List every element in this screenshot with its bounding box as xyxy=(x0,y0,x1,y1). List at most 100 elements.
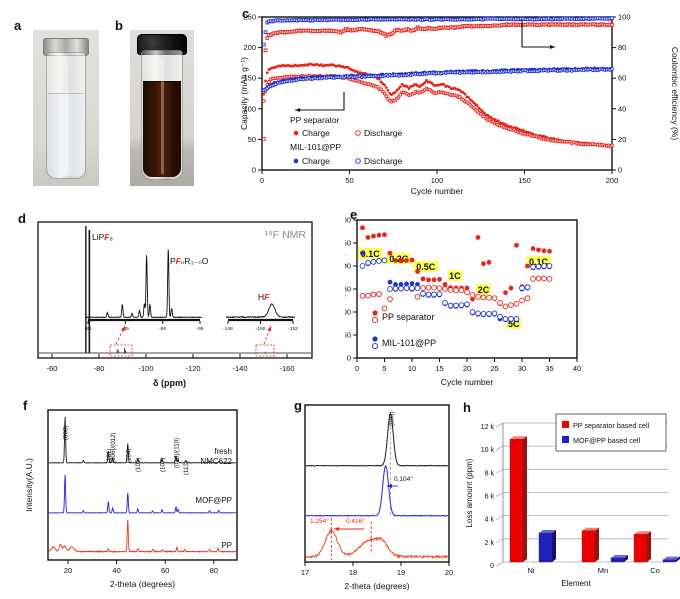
chart-nmr-spectrum: -60 -80 -100 -120 -140 -160 δ (ppm) ¹⁹F NMR LiPF… xyxy=(37,221,313,388)
data-point xyxy=(475,310,481,317)
annotation-arrow-head xyxy=(295,108,300,112)
series-4 xyxy=(261,22,614,141)
data-point xyxy=(458,302,465,308)
tick-label: -90 xyxy=(159,326,166,332)
data-point xyxy=(431,291,437,298)
chart-xrd-patterns: 20 40 60 80 2-theta (degrees) Intensity(A.U.)… xyxy=(24,409,238,589)
grid-slash xyxy=(495,445,504,451)
data-point xyxy=(365,235,371,240)
grid-slash xyxy=(495,422,504,428)
xrd-zoom-trace-2 xyxy=(305,528,449,560)
bar-top xyxy=(582,527,599,531)
panel-label-h: h xyxy=(463,400,471,415)
data-point xyxy=(404,258,409,263)
tick-label: -60 xyxy=(47,364,58,373)
data-point xyxy=(519,297,525,304)
rate-label-highlight xyxy=(526,255,551,267)
rate-label-highlight xyxy=(357,248,383,260)
tick-label: 18 xyxy=(349,568,357,577)
tick-label: -152 xyxy=(288,326,298,332)
legend-discharge-label: Discharge xyxy=(364,128,403,138)
bar-side xyxy=(595,527,599,562)
data-point xyxy=(386,88,390,92)
data-point xyxy=(475,293,481,300)
data-point xyxy=(442,299,448,306)
tick-label: -120 xyxy=(185,364,200,373)
zoom-box-2 xyxy=(255,344,275,357)
data-point xyxy=(442,286,448,292)
data-point xyxy=(453,302,459,309)
bar-side xyxy=(647,531,651,562)
grid-slash xyxy=(495,492,504,497)
trace-name-label: PP xyxy=(221,541,232,550)
bar-side xyxy=(552,530,556,562)
inset2-spectrum xyxy=(225,303,296,319)
data-point xyxy=(261,99,266,103)
chart-metal-loss-bars: 0 2 k 4 k 6 k 8 k 10 k 12 k Loss amount (ppm) Ni… xyxy=(465,413,680,588)
data-point xyxy=(513,316,520,322)
data-point xyxy=(447,302,454,309)
data-point xyxy=(610,22,614,27)
data-point xyxy=(371,316,379,324)
pfnr-label: PFₙR₃₋ₙO xyxy=(170,256,209,266)
data-point xyxy=(437,276,442,282)
tick-label: 200 xyxy=(243,43,256,52)
tick-label: 100 xyxy=(618,13,631,22)
xrd-zoom-trace-1 xyxy=(305,465,449,517)
y-tick-label: 4 k xyxy=(485,517,495,524)
data-point xyxy=(480,310,487,317)
legend-discharge-label: Discharge xyxy=(364,156,403,166)
chart-rate-capability: 0 5 10 15 20 25 30 35 40 0 50 100 150 200 250 300 Cycle … xyxy=(345,216,581,388)
y-tick-label: 12 k xyxy=(481,424,495,431)
data-point xyxy=(610,16,614,21)
data-point xyxy=(475,235,481,240)
data-point xyxy=(360,225,365,231)
tick-label: 19 xyxy=(397,568,405,577)
panel-label-a: a xyxy=(14,18,22,33)
data-point xyxy=(480,294,487,301)
data-point xyxy=(263,30,268,35)
rate-label-highlight xyxy=(447,270,463,282)
peak-index-label: (003) xyxy=(388,412,395,426)
shift-annotation-blue: 0.104° xyxy=(394,475,413,483)
bar-Mn-0 xyxy=(581,530,596,563)
bar-Ni-0 xyxy=(509,438,524,563)
tick-label: 20 xyxy=(618,135,626,144)
tick-label: 100 xyxy=(431,176,444,185)
tick-label: 200 xyxy=(345,262,351,271)
data-point xyxy=(469,292,476,298)
bar-top xyxy=(634,531,651,535)
xrd-zoom-trace-0 xyxy=(305,413,449,467)
category-label: Mn xyxy=(598,566,608,575)
y-axis-label: Intensity(A.U.) xyxy=(24,458,34,512)
data-point xyxy=(421,82,425,86)
x-axis-label: Cycle number xyxy=(411,186,464,196)
grid-slash xyxy=(495,561,504,567)
data-point xyxy=(398,85,402,89)
y2-axis-label: Coulombic efficiency (%) xyxy=(670,47,680,141)
category-label: Co xyxy=(650,566,660,575)
hf-label: HF xyxy=(258,292,270,302)
peak-index-label: (104) xyxy=(125,449,132,463)
data-point xyxy=(293,130,299,136)
data-point xyxy=(525,263,530,269)
data-point xyxy=(610,143,614,148)
tick-label: -100 xyxy=(138,364,153,373)
data-point xyxy=(409,281,415,286)
category-label: Ni xyxy=(527,566,534,575)
data-point xyxy=(508,302,514,308)
legend-group1-label: PP separator xyxy=(290,115,340,125)
data-point xyxy=(265,71,269,75)
vial-a-clear-liquid xyxy=(48,92,84,176)
data-point xyxy=(535,263,542,270)
data-point xyxy=(377,77,381,81)
xrd-trace-1 xyxy=(48,474,236,514)
data-point xyxy=(475,104,479,108)
x-axis-label: 2-theta (degrees) xyxy=(344,581,409,591)
data-point xyxy=(420,290,426,297)
rate-label: 5C xyxy=(508,319,520,329)
data-point xyxy=(469,309,476,315)
data-point xyxy=(398,258,404,264)
data-point xyxy=(376,232,382,238)
tick-label: -80 xyxy=(85,326,92,332)
